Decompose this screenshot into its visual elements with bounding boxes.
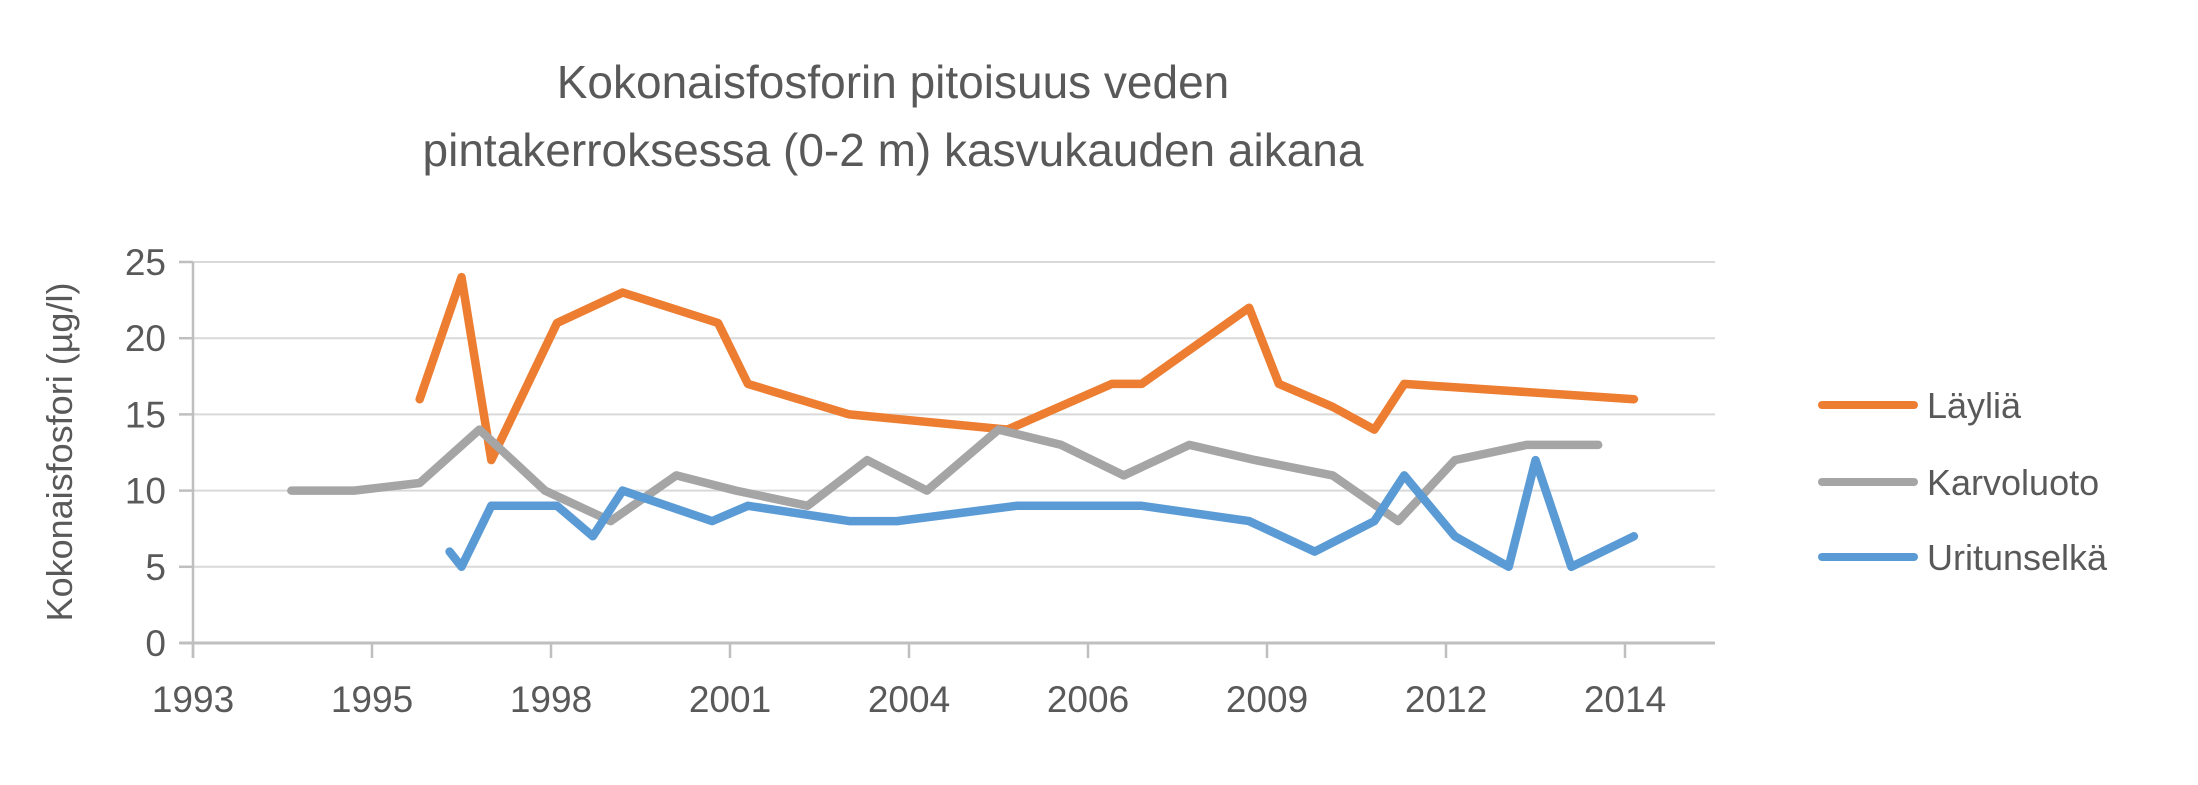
x-tick-label: 1995	[331, 679, 413, 720]
legend-item-uritunselka: Uritunselkä	[1818, 537, 2108, 578]
x-tick-label: 2012	[1405, 679, 1487, 720]
y-tick-label: 25	[125, 242, 166, 283]
chart-title-line-2: pintakerroksessa (0-2 m) kasvukauden aik…	[423, 124, 1364, 176]
series-line-karvoluoto	[287, 425, 1603, 526]
y-tick-label: 0	[145, 623, 166, 664]
x-tick-label: 2009	[1226, 679, 1308, 720]
x-tick-label: 2006	[1047, 679, 1129, 720]
legend-label-karvoluoto: Karvoluoto	[1927, 462, 2099, 503]
y-axis-title: Kokonaisfosfori (µg/l)	[39, 283, 80, 622]
y-axis-tick-labels: 0 5 10 15 20 25	[125, 242, 166, 664]
legend-label-laylia: Läyliä	[1927, 385, 2022, 426]
chart-title-line-1: Kokonaisfosforin pitoisuus veden	[557, 56, 1230, 108]
x-axis-tick-labels: 1993 1995 1998 2001 2004 2006 2009 2012 2014	[152, 679, 1666, 720]
x-tick-label: 1998	[510, 679, 592, 720]
x-tick-label: 1993	[152, 679, 234, 720]
series-line-uritunselka	[445, 455, 1639, 572]
x-tick-label: 2004	[868, 679, 950, 720]
legend-item-karvoluoto: Karvoluoto	[1818, 462, 2099, 503]
y-tick-label: 10	[125, 471, 166, 512]
y-tick-label: 15	[125, 394, 166, 435]
legend-item-laylia: Läyliä	[1818, 385, 2022, 426]
axes	[179, 260, 1715, 658]
y-tick-label: 20	[125, 318, 166, 359]
x-tick-label: 2014	[1584, 679, 1666, 720]
legend-label-uritunselka: Uritunselkä	[1927, 537, 2108, 578]
series-lines	[287, 272, 1639, 572]
x-tick-label: 2001	[689, 679, 771, 720]
gridlines	[193, 261, 1715, 568]
y-tick-label: 5	[145, 547, 166, 588]
legend: Läyliä Karvoluoto Uritunselkä	[1818, 385, 2108, 578]
